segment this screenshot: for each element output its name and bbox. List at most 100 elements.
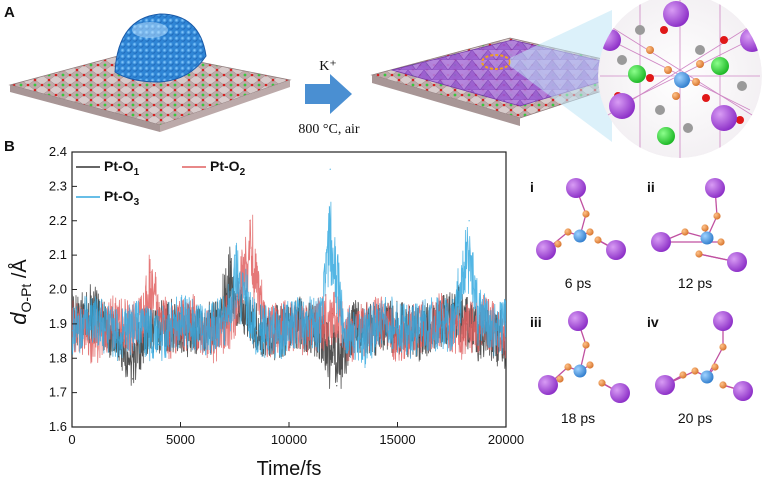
- y-tick-label: 2.4: [49, 144, 67, 159]
- oxygen-atom: [554, 240, 562, 248]
- series-point: [494, 330, 496, 332]
- oxygen-atom: [719, 343, 727, 351]
- potassium-atom: [733, 381, 753, 401]
- series-point: [462, 337, 464, 339]
- oxygen-atom: [681, 228, 689, 236]
- y-tick-label: 2.3: [49, 178, 67, 193]
- support-slab-left: [8, 49, 292, 132]
- platinum-atom: [700, 370, 714, 384]
- y-axis-label: dO-Pt /Å: [6, 259, 34, 325]
- series-point: [223, 319, 225, 322]
- oxygen-atom: [564, 228, 572, 236]
- oxygen-atom: [691, 367, 699, 375]
- series-point: [451, 326, 453, 328]
- y-tick-label: 1.8: [49, 350, 67, 365]
- snapshot-iii: iii 18 ps: [530, 311, 630, 426]
- potassium-atom: [568, 311, 588, 331]
- snapshot-time: 6 ps: [565, 275, 591, 291]
- potassium-atom: [705, 178, 725, 198]
- platinum-atom: [573, 229, 587, 243]
- oxygen-atom: [719, 381, 727, 389]
- snapshot-time: 18 ps: [561, 410, 595, 426]
- series-point: [429, 319, 431, 322]
- nanoparticle-cluster: [114, 13, 207, 83]
- zoom-beam: [510, 10, 612, 142]
- snapshot-iv: iv 20 ps: [647, 311, 753, 426]
- distance-plot: 0 5000 10000 15000 20000 1.6 1.7 1.8 1.9 2.0 2.1 2.…: [49, 144, 524, 447]
- panel-a-letter: A: [4, 4, 15, 21]
- oxygen-atom: [594, 236, 602, 244]
- oxygen-atom: [679, 371, 687, 379]
- oxygen-atom: [701, 224, 709, 232]
- platinum-atom: [573, 364, 587, 378]
- snapshot-index: iii: [530, 314, 542, 330]
- snapshot-ii: ii 12 ps: [647, 178, 747, 291]
- plot-frame: [71, 151, 507, 428]
- legend-label: Pt-O1: [104, 158, 140, 178]
- series-point: [158, 343, 160, 346]
- series-point: [255, 330, 258, 332]
- series-point: [468, 220, 470, 222]
- series-point: [320, 323, 323, 325]
- series-point: [477, 306, 479, 308]
- series-line-3: [72, 201, 506, 369]
- series-point: [229, 261, 232, 263]
- y-tick-label: 1.7: [49, 385, 67, 400]
- potassium-atom: [713, 311, 733, 331]
- potassium-atom: [536, 240, 556, 260]
- oxygen-atom: [556, 375, 564, 383]
- potassium-atom: [538, 375, 558, 395]
- x-tick-label: 15000: [379, 432, 415, 447]
- panel-b-letter: B: [4, 138, 15, 155]
- series-point: [136, 323, 138, 325]
- y-tick-label: 2.1: [49, 247, 67, 262]
- oxygen-atom: [713, 212, 721, 220]
- y-tick-label: 2.2: [49, 213, 67, 228]
- series-point: [364, 340, 366, 342]
- snapshot-time: 12 ps: [678, 275, 712, 291]
- series-point: [93, 316, 95, 318]
- arrow-label-conditions: 800 °C, air: [298, 122, 360, 137]
- snapshot-grid: i 6 ps ii 12 ps iii 18 ps iv 20 ps: [530, 178, 753, 426]
- series-point: [299, 316, 301, 318]
- series-point: [179, 312, 182, 315]
- oxygen-atom: [586, 228, 594, 236]
- series-point: [331, 312, 333, 315]
- x-tick-label: 0: [68, 432, 75, 447]
- series-point: [114, 337, 116, 339]
- snapshot-time: 20 ps: [678, 410, 712, 426]
- series-point: [329, 168, 331, 170]
- snapshot-i: i 6 ps: [530, 178, 626, 291]
- y-tick-label: 1.6: [49, 419, 67, 434]
- series-point: [72, 330, 73, 332]
- series-line-2: [72, 214, 506, 364]
- series-point: [418, 337, 420, 339]
- x-tick-label: 10000: [271, 432, 307, 447]
- series-point: [277, 337, 279, 339]
- platinum-atom: [700, 231, 714, 245]
- snapshot-index: ii: [647, 179, 655, 195]
- series-point: [505, 323, 506, 325]
- series-point: [201, 333, 203, 335]
- series-point: [234, 254, 236, 256]
- oxygen-atom: [598, 379, 606, 387]
- series-point: [93, 340, 95, 342]
- oxygen-atom: [582, 210, 590, 218]
- series-point: [407, 333, 409, 335]
- series-point: [132, 378, 134, 380]
- potassium-atom: [727, 252, 747, 272]
- oxygen-atom: [582, 341, 590, 349]
- series-point: [169, 337, 171, 339]
- series-point: [190, 316, 192, 318]
- potassium-atom: [566, 178, 586, 198]
- potassium-atom: [651, 232, 671, 252]
- series-point: [483, 340, 485, 342]
- snapshot-index: i: [530, 179, 534, 195]
- series-point: [336, 385, 338, 387]
- series-point: [249, 220, 251, 222]
- oxygen-atom: [717, 238, 725, 246]
- potassium-atom: [655, 375, 675, 395]
- reaction-arrow: [305, 74, 352, 114]
- series-point: [342, 330, 344, 332]
